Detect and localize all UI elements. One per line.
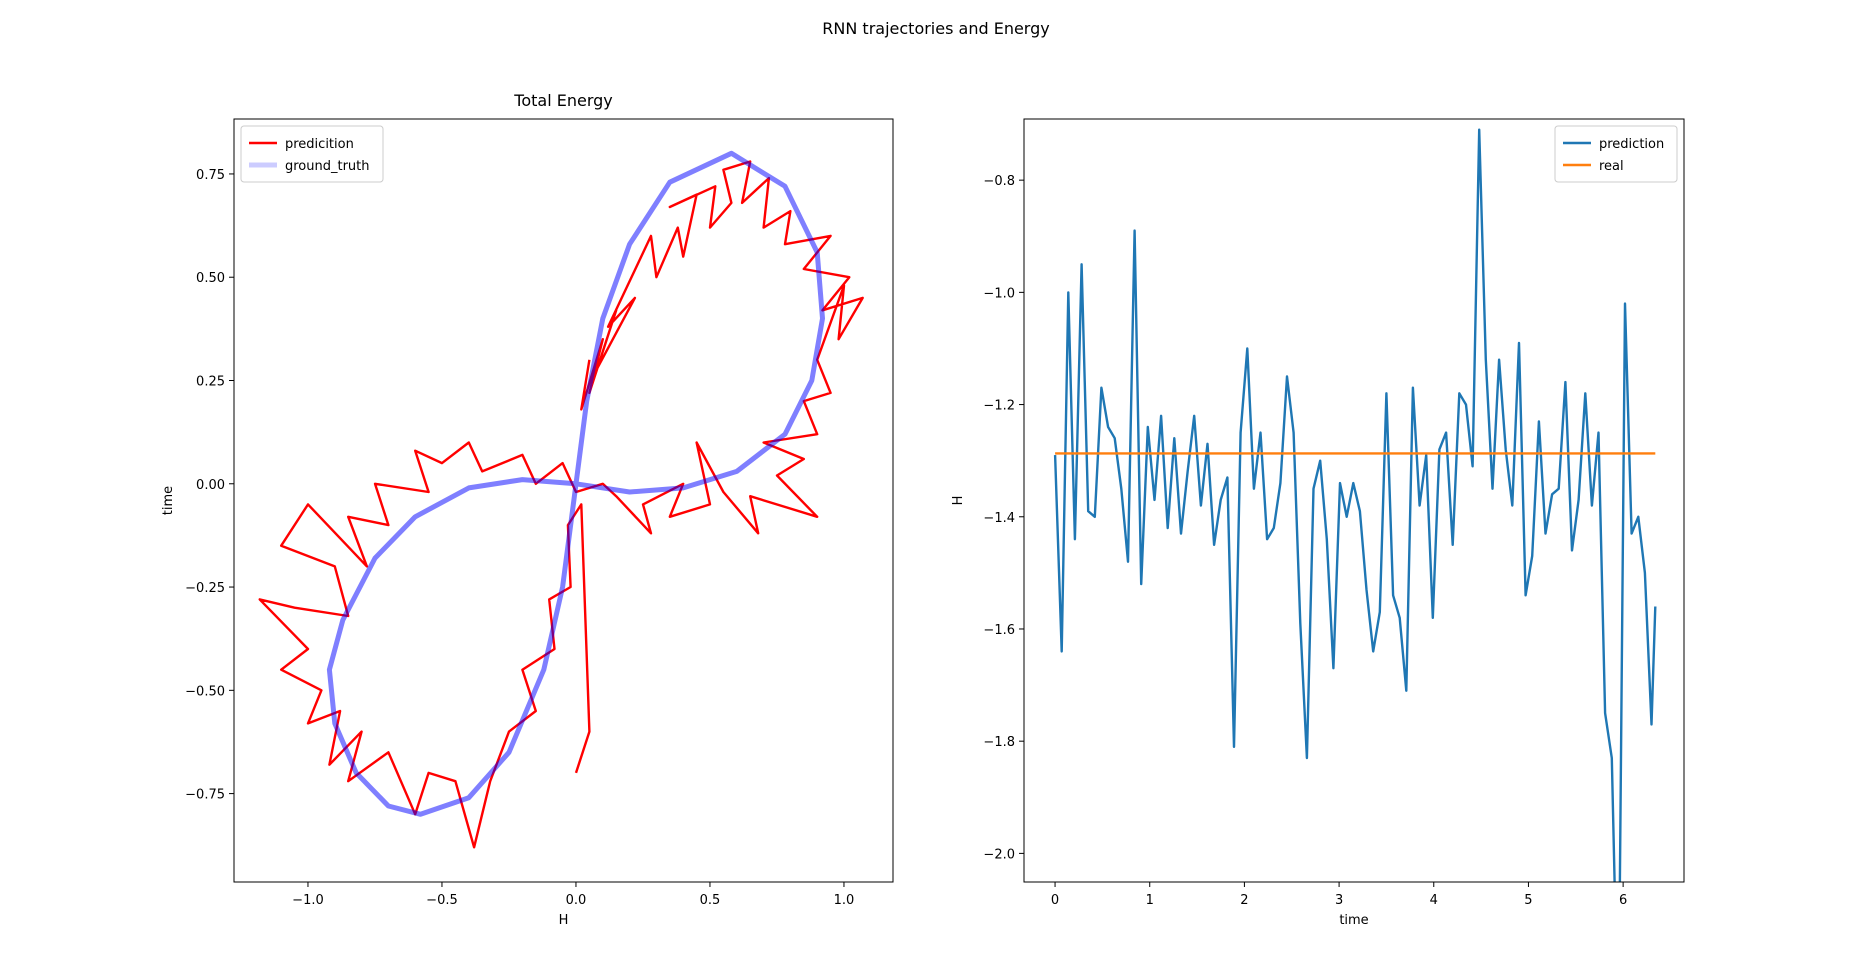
y-tick-label: −0.8 [983,174,1015,189]
y-tick-label: −2.0 [983,847,1015,862]
series-line [1053,128,1657,882]
y-tick-label: −1.0 [983,286,1015,301]
x-axis-label: H [559,913,569,928]
y-tick-label: 0.50 [196,271,225,286]
x-tick-label: −0.5 [426,893,458,908]
x-tick-label: 3 [1335,893,1343,908]
axes-title: Total Energy [513,91,612,110]
y-tick-label: −1.2 [983,399,1015,414]
x-tick-label: 4 [1430,893,1438,908]
y-axis-label: H [951,496,966,506]
x-tick-label: 1.0 [834,893,855,908]
y-tick-label: −1.6 [983,623,1015,638]
figure-title: RNN trajectories and Energy [822,19,1049,38]
y-axis-label: time [161,486,176,515]
y-tick-label: 0.25 [196,374,225,389]
x-tick-label: 5 [1524,893,1532,908]
y-tick-label: −1.8 [983,735,1015,750]
y-tick-label: −0.75 [185,788,225,803]
x-tick-label: 2 [1240,893,1248,908]
axes-frame [1023,118,1685,883]
y-tick-label: −0.25 [185,581,225,596]
y-tick-label: −0.50 [185,684,225,699]
axes-frame [233,118,894,883]
legend: prediction real [1554,125,1678,183]
legend-frame [240,125,384,183]
legend-label: real [1599,159,1624,174]
legend-label: predicition [285,137,354,152]
x-tick-label: 0.0 [566,893,587,908]
legend-frame [1554,125,1678,183]
series-line [326,150,825,817]
y-tick-label: −1.4 [983,511,1015,526]
x-tick-label: 1 [1146,893,1154,908]
y-tick-label: 0.75 [196,168,225,183]
x-tick-label: −1.0 [292,893,324,908]
plot-area [1053,128,1657,882]
x-axis-label: time [1339,913,1368,928]
legend-label: prediction [1599,137,1664,152]
y-tick-label: 0.00 [196,478,225,493]
x-tick-label: 0 [1051,893,1059,908]
legend-label: ground_truth [285,159,370,174]
plot-area [258,150,864,849]
x-tick-label: 6 [1619,893,1627,908]
legend: predicition ground_truth [240,125,384,183]
series-line [258,160,864,849]
x-tick-label: 0.5 [700,893,721,908]
